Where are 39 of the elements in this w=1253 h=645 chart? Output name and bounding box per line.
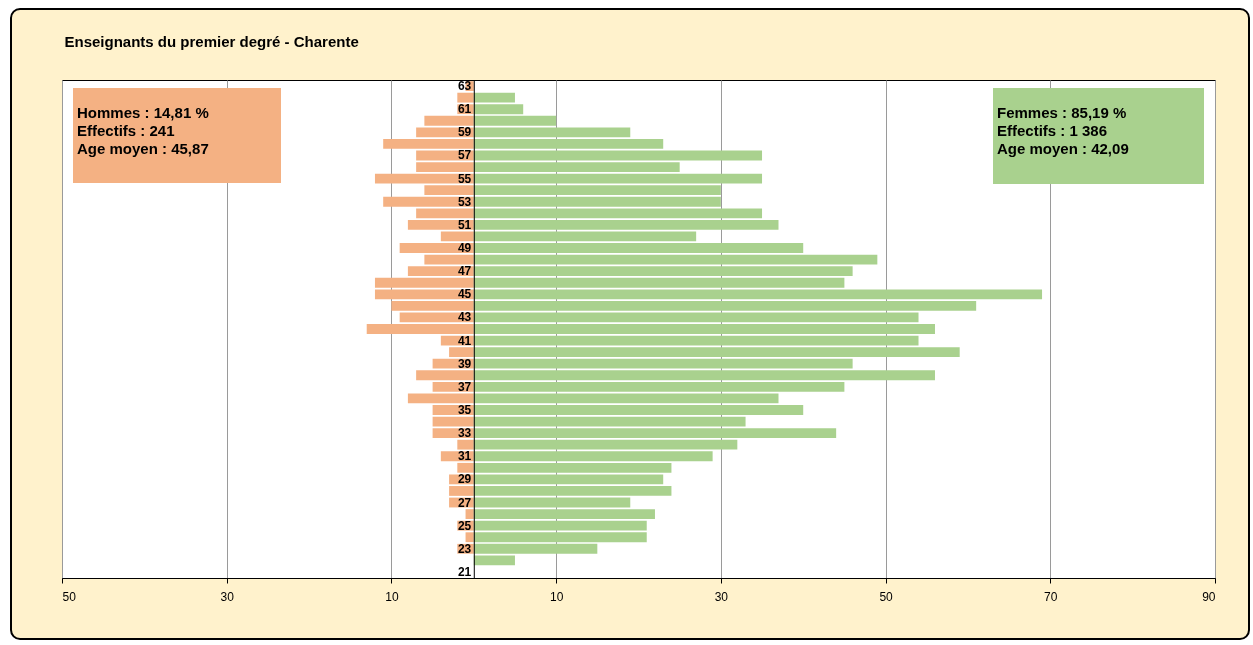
y-tick-label: 61 [457,102,472,117]
x-tick-label: 50 [879,589,894,604]
label-box: Femmes : 85,19 % Effectifs : 1 386 Age moyen : 42,09 [993,88,1204,184]
y-tick-label: 31 [457,449,472,464]
x-tick-label: 70 [1044,589,1058,604]
y-tick-label: 53 [457,194,472,209]
y-tick-label: 41 [457,333,472,348]
annotation: Age moyen : 42,09 [997,140,1130,158]
y-tick-label: 37 [457,379,472,394]
y-tick-label: 55 [457,171,472,186]
x-tick-label: 30 [220,589,235,604]
x-tick-label: 10 [549,589,564,604]
y-tick-label: 39 [457,356,472,371]
annotation: Age moyen : 45,87 [77,140,210,158]
y-tick-label: 51 [457,217,472,232]
y-tick-label: 45 [457,287,472,302]
x-tick-label: 10 [385,589,399,604]
chart-title: Enseignants du premier degré - Charente [64,32,359,50]
annotation: Hommes : 14,81 % [77,104,210,122]
y-tick-label: 21 [457,564,472,579]
y-tick-label: 33 [457,426,472,441]
y-tick-label: 43 [457,310,472,325]
y-tick-label: 27 [457,495,472,510]
y-tick-label: 25 [457,518,472,533]
y-tick-label: 63 [457,79,472,94]
y-tick-label: 59 [457,125,472,140]
y-tick-label: 35 [457,402,472,417]
y-tick-label: 23 [457,541,472,556]
y-tick-label: 47 [457,264,472,279]
annotation: Effectifs : 241 [77,122,176,140]
y-tick-label: 57 [457,148,472,163]
label-box: Hommes : 14,81 % Effectifs : 241 Age moyen : 45,87 [73,88,281,183]
annotation: Femmes : 85,19 % [997,104,1128,122]
x-tick-label: 90 [1202,589,1216,604]
y-tick-label: 29 [457,472,472,487]
x-tick-label: 50 [62,589,77,604]
x-tick-label: 30 [714,589,729,604]
annotation: Effectifs : 1 386 [997,122,1109,140]
y-tick-label: 49 [457,241,472,256]
